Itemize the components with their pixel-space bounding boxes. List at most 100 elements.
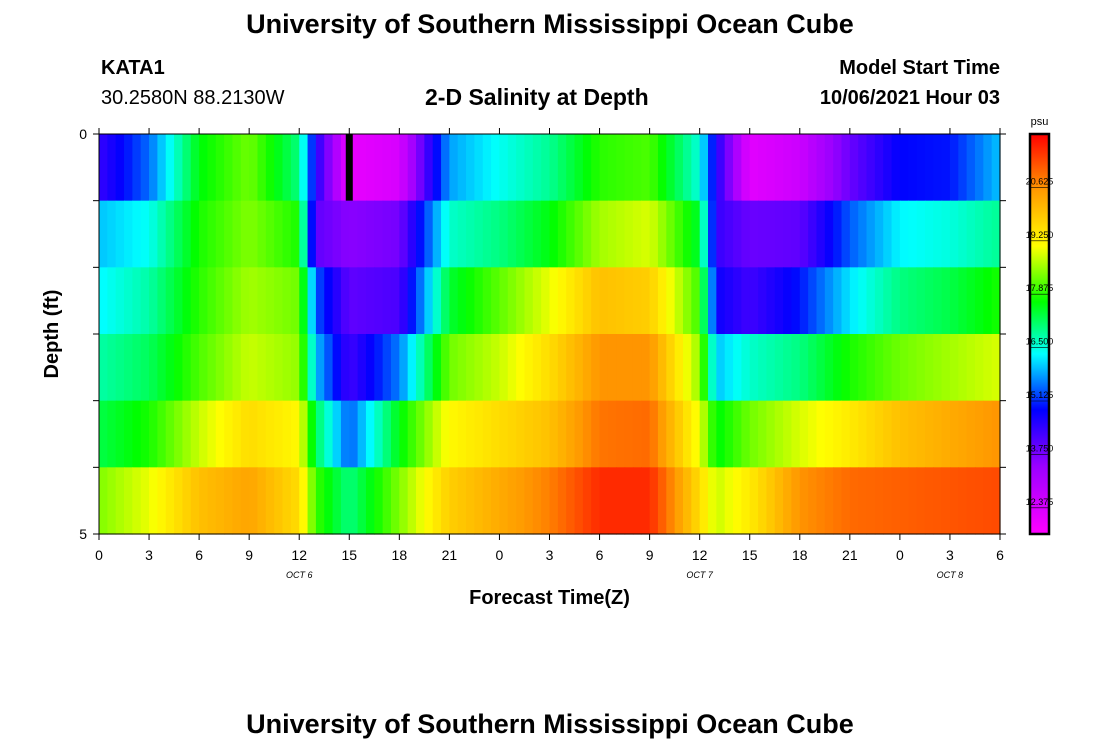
heatmap-cell (424, 334, 434, 402)
heatmap-cell (874, 467, 884, 535)
heatmap-cell (799, 267, 809, 335)
heatmap-cell (499, 467, 509, 535)
heatmap-cell (432, 267, 442, 335)
heatmap-cell (315, 400, 325, 468)
heatmap-cell (407, 200, 417, 268)
heatmap-cell (274, 200, 284, 268)
heatmap-cell (666, 334, 676, 402)
heatmap-cell (482, 467, 492, 535)
heatmap-cell (499, 400, 509, 468)
heatmap-cell (115, 134, 125, 202)
heatmap-cell (949, 400, 959, 468)
heatmap-cell (240, 467, 250, 535)
heatmap-cell (541, 467, 551, 535)
heatmap-cell (474, 134, 484, 202)
heatmap-cell (282, 134, 292, 202)
heatmap-cell (324, 134, 334, 202)
heatmap-cell (257, 134, 267, 202)
heatmap-cell (841, 200, 851, 268)
heatmap-cell (482, 267, 492, 335)
heatmap-cell (107, 200, 117, 268)
heatmap-cell (616, 134, 626, 202)
heatmap-cell (607, 200, 617, 268)
heatmap-cell (282, 400, 292, 468)
heatmap-cell (916, 400, 926, 468)
x-tick-label: 3 (145, 547, 153, 563)
heatmap-cell (165, 400, 175, 468)
heatmap-cell (457, 400, 467, 468)
heatmap-cell (365, 200, 375, 268)
heatmap-cell (516, 467, 526, 535)
colorbar-tick-label: 19.250 (1026, 230, 1054, 240)
heatmap-cell (949, 467, 959, 535)
heatmap-cell (674, 267, 684, 335)
heatmap-cell (624, 467, 634, 535)
heatmap-cell (299, 334, 309, 402)
heatmap-cell (474, 200, 484, 268)
heatmap-cell (374, 400, 384, 468)
x-tick-label: 9 (646, 547, 654, 563)
heatmap-cell (382, 467, 392, 535)
heatmap-cell (557, 334, 567, 402)
heatmap-cell (833, 200, 843, 268)
heatmap-cell (265, 267, 275, 335)
heatmap-cell (682, 400, 692, 468)
heatmap-cell (265, 467, 275, 535)
heatmap-cell (991, 400, 1001, 468)
heatmap-cell (657, 134, 667, 202)
colorbar-tick-label: 13.750 (1026, 443, 1054, 453)
heatmap-cell (207, 134, 217, 202)
heatmap-cell (290, 134, 300, 202)
heatmap-cell (149, 200, 158, 268)
heatmap-cell (399, 467, 409, 535)
heatmap-cell (607, 267, 617, 335)
date-label: OCT 8 (937, 570, 964, 580)
heatmap-cell (816, 267, 826, 335)
x-tick-label: 21 (842, 547, 858, 563)
heatmap-cell (532, 400, 542, 468)
heatmap-cell (833, 267, 843, 335)
heatmap-cell (365, 400, 375, 468)
heatmap-cell (883, 134, 893, 202)
heatmap-cell (265, 200, 275, 268)
heatmap-cell (357, 400, 367, 468)
heatmap-cell (274, 134, 284, 202)
heatmap-cell (199, 200, 209, 268)
heatmap-cell (799, 334, 809, 402)
heatmap-cell (457, 267, 467, 335)
heatmap-cell (716, 467, 726, 535)
colorbar (1028, 132, 1051, 536)
heatmap-cell (566, 267, 576, 335)
heatmap-cell (816, 334, 826, 402)
heatmap-cell (649, 467, 659, 535)
heatmap-cell (966, 267, 976, 335)
heatmap-cell (215, 334, 225, 402)
heatmap-cell (374, 134, 384, 202)
colorbar-unit: psu (1031, 116, 1049, 128)
heatmap-cell (682, 334, 692, 402)
heatmap-cell (774, 267, 784, 335)
heatmap-cell (332, 400, 342, 468)
heatmap-cell (666, 267, 676, 335)
heatmap-cell (299, 134, 309, 202)
heatmap-cell (816, 467, 826, 535)
heatmap-cell (941, 200, 951, 268)
heatmap-cell (157, 334, 167, 402)
heatmap-cell (682, 134, 692, 202)
heatmap-cell (557, 200, 567, 268)
heatmap-cell (466, 267, 476, 335)
y-tick-label: 5 (79, 526, 87, 542)
heatmap-cell (666, 200, 676, 268)
heatmap-cell (132, 267, 142, 335)
heatmap-cell (132, 200, 142, 268)
heatmap-cell (474, 267, 484, 335)
heatmap-cell (841, 134, 851, 202)
heatmap-cell (983, 467, 993, 535)
heatmap-cell (699, 400, 709, 468)
heatmap-cell (616, 200, 626, 268)
heatmap-cell (374, 200, 384, 268)
heatmap-cell (691, 400, 701, 468)
heatmap-cell (491, 267, 501, 335)
heatmap-cell (424, 400, 434, 468)
heatmap-cell (624, 267, 634, 335)
